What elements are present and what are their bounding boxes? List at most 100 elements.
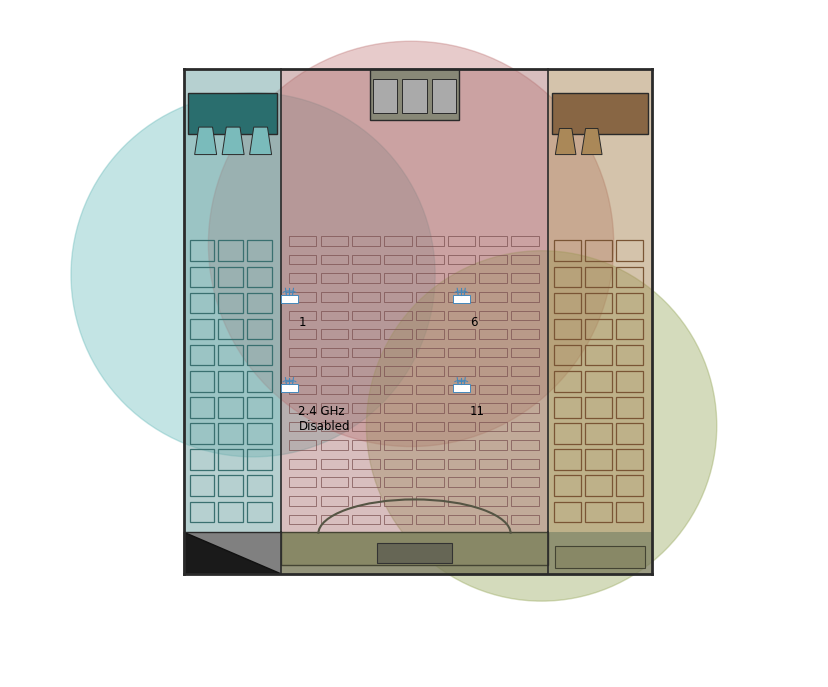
Bar [281, 295, 298, 303]
Bar [511, 515, 538, 524]
Bar [615, 423, 642, 444]
Bar [352, 385, 379, 394]
Text: 2.4 GHz
Disabled: 2.4 GHz Disabled [298, 405, 349, 433]
Bar [190, 397, 214, 418]
Bar [511, 459, 538, 469]
Bar [555, 546, 644, 568]
Bar [585, 240, 611, 261]
Bar [511, 255, 538, 264]
Bar [479, 255, 507, 264]
Bar [511, 329, 538, 339]
Bar [288, 255, 316, 264]
Bar [615, 319, 642, 339]
Bar [288, 440, 316, 450]
Bar [219, 240, 243, 261]
Bar [615, 371, 642, 392]
Bar [416, 311, 443, 320]
Bar [615, 475, 642, 496]
Bar [219, 397, 243, 418]
Bar [288, 385, 316, 394]
Bar [247, 475, 272, 496]
Bar [585, 319, 611, 339]
Bar [352, 496, 379, 506]
Bar [288, 403, 316, 413]
Bar [479, 311, 507, 320]
Bar [352, 477, 379, 487]
Bar [447, 515, 474, 524]
Bar [190, 345, 214, 365]
Bar [372, 79, 397, 113]
Bar [479, 366, 507, 376]
Bar [615, 449, 642, 470]
Bar [416, 292, 443, 302]
Bar [479, 236, 507, 246]
Bar [288, 236, 316, 246]
Bar [247, 449, 272, 470]
Bar [320, 459, 348, 469]
Bar [416, 459, 443, 469]
Bar [190, 293, 214, 313]
Bar [511, 366, 538, 376]
Bar [352, 515, 379, 524]
Bar [352, 422, 379, 431]
Bar [280, 532, 548, 565]
Bar [288, 311, 316, 320]
Bar [352, 348, 379, 357]
Polygon shape [222, 127, 243, 155]
Bar [585, 293, 611, 313]
Bar [320, 477, 348, 487]
Bar [553, 293, 580, 313]
Bar [615, 397, 642, 418]
Bar [352, 366, 379, 376]
Bar [585, 397, 611, 418]
Bar [416, 385, 443, 394]
Bar [585, 423, 611, 444]
Bar [383, 366, 412, 376]
Bar [511, 496, 538, 506]
Bar [383, 255, 412, 264]
Bar [447, 236, 474, 246]
Bar [511, 477, 538, 487]
Bar [184, 69, 280, 532]
Circle shape [71, 93, 435, 457]
Bar [615, 345, 642, 365]
Bar [551, 93, 647, 134]
Polygon shape [184, 532, 280, 574]
Bar [219, 345, 243, 365]
Bar [247, 371, 272, 392]
Bar [511, 292, 538, 302]
Bar [190, 449, 214, 470]
Bar [219, 293, 243, 313]
Bar [352, 459, 379, 469]
Bar [383, 403, 412, 413]
Bar [447, 422, 474, 431]
Bar [553, 449, 580, 470]
Bar [416, 496, 443, 506]
Bar [402, 79, 426, 113]
Bar [288, 477, 316, 487]
Bar [320, 440, 348, 450]
Bar [416, 236, 443, 246]
Bar [447, 403, 474, 413]
Bar [247, 293, 272, 313]
Bar [511, 348, 538, 357]
Bar [352, 311, 379, 320]
Text: 11: 11 [469, 405, 484, 418]
Bar [416, 255, 443, 264]
Bar [479, 292, 507, 302]
Bar [288, 422, 316, 431]
Bar [615, 502, 642, 522]
Bar [376, 543, 452, 563]
Bar [320, 292, 348, 302]
Bar [383, 292, 412, 302]
Bar [447, 459, 474, 469]
Bar [190, 371, 214, 392]
Text: 1: 1 [298, 316, 306, 329]
Circle shape [208, 41, 613, 447]
Text: 6: 6 [469, 316, 477, 329]
Bar [219, 449, 243, 470]
Bar [479, 496, 507, 506]
Bar [585, 475, 611, 496]
Bar [548, 532, 651, 574]
Bar [320, 422, 348, 431]
